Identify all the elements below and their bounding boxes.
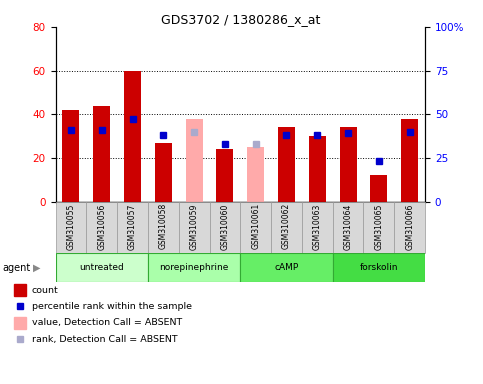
Text: GSM310055: GSM310055 [67, 203, 75, 250]
Text: GSM310065: GSM310065 [374, 203, 384, 250]
Text: rank, Detection Call = ABSENT: rank, Detection Call = ABSENT [32, 334, 178, 344]
Bar [278, 127, 295, 202]
Bar [333, 202, 364, 253]
Bar [370, 175, 387, 202]
Bar [364, 202, 394, 253]
Text: percentile rank within the sample: percentile rank within the sample [32, 302, 192, 311]
Bar [240, 202, 271, 253]
Bar [148, 202, 179, 253]
Bar [86, 202, 117, 253]
Text: ▶: ▶ [33, 263, 41, 273]
Bar [333, 253, 425, 282]
Text: GSM310066: GSM310066 [405, 203, 414, 250]
Text: GSM310058: GSM310058 [159, 203, 168, 249]
Bar [216, 149, 233, 202]
Bar [302, 202, 333, 253]
Text: norepinephrine: norepinephrine [159, 263, 229, 272]
Bar [179, 202, 210, 253]
Text: GSM310062: GSM310062 [282, 203, 291, 249]
Text: GSM310064: GSM310064 [343, 203, 353, 250]
Bar [185, 119, 202, 202]
Bar [124, 71, 141, 202]
Bar [401, 119, 418, 202]
Bar [247, 147, 264, 202]
Text: GSM310061: GSM310061 [251, 203, 260, 249]
Text: value, Detection Call = ABSENT: value, Detection Call = ABSENT [32, 318, 182, 327]
Text: forskolin: forskolin [360, 263, 398, 272]
Title: GDS3702 / 1380286_x_at: GDS3702 / 1380286_x_at [161, 13, 320, 26]
Text: GSM310057: GSM310057 [128, 203, 137, 250]
Text: GSM310063: GSM310063 [313, 203, 322, 250]
Bar [14, 317, 26, 329]
Bar [93, 106, 110, 202]
Bar [56, 202, 86, 253]
Text: GSM310059: GSM310059 [190, 203, 199, 250]
Bar [62, 110, 79, 202]
Bar [155, 142, 172, 202]
Bar [340, 127, 356, 202]
Bar [117, 202, 148, 253]
Text: GSM310060: GSM310060 [220, 203, 229, 250]
Text: count: count [32, 286, 58, 295]
Bar [210, 202, 240, 253]
Text: cAMP: cAMP [274, 263, 298, 272]
Text: untreated: untreated [79, 263, 124, 272]
Bar [14, 284, 26, 296]
Bar [240, 253, 333, 282]
Bar [148, 253, 241, 282]
Bar [271, 202, 302, 253]
Text: GSM310056: GSM310056 [97, 203, 106, 250]
Bar [56, 253, 148, 282]
Bar [394, 202, 425, 253]
Text: agent: agent [2, 263, 30, 273]
Bar [309, 136, 326, 202]
